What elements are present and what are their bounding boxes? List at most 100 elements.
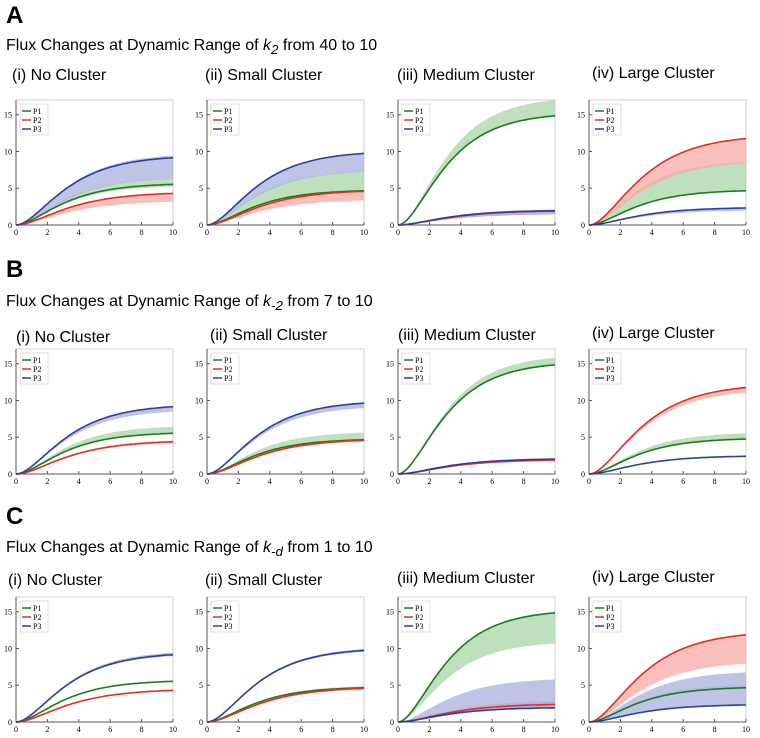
y-tick-label: 0 bbox=[581, 718, 585, 727]
series-line-p2 bbox=[206, 687, 365, 723]
section-letter-b: B bbox=[6, 256, 24, 283]
x-tick-label: 10 bbox=[742, 725, 750, 734]
y-tick-label: 10 bbox=[195, 147, 203, 156]
series-band-p3 bbox=[207, 649, 364, 722]
x-tick-label: 8 bbox=[140, 725, 144, 734]
panel-title-a-2: (ii) Small Cluster bbox=[205, 67, 323, 84]
x-tick-label: 4 bbox=[77, 228, 81, 237]
x-tick-label: 4 bbox=[77, 725, 81, 734]
series-band-p3 bbox=[16, 406, 173, 474]
y-tick-label: 5 bbox=[199, 681, 203, 690]
legend-label-p2: P2 bbox=[224, 365, 232, 374]
legend-box bbox=[210, 352, 240, 385]
y-tick-label: 15 bbox=[195, 111, 203, 120]
series-line-p1 bbox=[206, 687, 364, 723]
section-title-suffix: from 1 to 10 bbox=[282, 539, 373, 556]
x-tick-label: 6 bbox=[299, 725, 303, 734]
x-tick-label: 8 bbox=[713, 228, 717, 237]
legend-label-p3: P3 bbox=[415, 374, 423, 383]
legend-label-p1: P1 bbox=[415, 356, 423, 365]
y-tick-label: 10 bbox=[577, 396, 585, 405]
panel-title-a-4: (iv) Large Cluster bbox=[592, 65, 715, 82]
legend-label-p2: P2 bbox=[33, 365, 41, 374]
x-tick-label: 4 bbox=[268, 725, 272, 734]
legend-label-p2: P2 bbox=[606, 365, 614, 374]
y-tick-label: 5 bbox=[390, 184, 394, 193]
legend-label-p3: P3 bbox=[224, 374, 232, 383]
series-line-p1 bbox=[15, 183, 174, 226]
x-tick-label: 4 bbox=[268, 228, 272, 237]
x-tick-label: 4 bbox=[459, 228, 463, 237]
series-band-p1 bbox=[16, 178, 173, 225]
legend-label-p2: P2 bbox=[33, 116, 41, 125]
y-tick-label: 0 bbox=[8, 470, 12, 479]
panel-title-a-3: (iii) Medium Cluster bbox=[397, 67, 535, 84]
legend-label-p3: P3 bbox=[606, 374, 614, 383]
series-line-p3 bbox=[15, 156, 174, 226]
series-line-p1 bbox=[588, 687, 746, 723]
x-tick-label: 0 bbox=[205, 228, 209, 237]
series-line-p3 bbox=[588, 207, 746, 226]
section-letter-c: C bbox=[6, 503, 24, 530]
section-title-suffix: from 40 to 10 bbox=[278, 37, 378, 54]
y-tick-label: 10 bbox=[4, 396, 12, 405]
x-tick-label: 8 bbox=[522, 477, 526, 486]
x-tick-label: 8 bbox=[331, 725, 335, 734]
x-tick-label: 4 bbox=[459, 725, 463, 734]
series-band-p2 bbox=[16, 193, 173, 225]
x-tick-label: 10 bbox=[551, 477, 559, 486]
x-tick-label: 6 bbox=[681, 477, 685, 486]
section-title-prefix: Flux Changes at Dynamic Range of bbox=[6, 539, 264, 556]
legend-label-p1: P1 bbox=[224, 356, 232, 365]
series-band-p2 bbox=[16, 689, 173, 722]
series-line-p3 bbox=[397, 707, 556, 723]
x-tick-label: 10 bbox=[551, 228, 559, 237]
y-tick-label: 0 bbox=[581, 470, 585, 479]
y-tick-label: 5 bbox=[390, 433, 394, 442]
series-band-p2 bbox=[589, 138, 746, 225]
panel-title-b-1: (i) No Cluster bbox=[16, 329, 111, 346]
y-tick-label: 15 bbox=[195, 608, 203, 617]
x-tick-label: 6 bbox=[108, 228, 112, 237]
y-tick-label: 0 bbox=[581, 221, 585, 230]
x-tick-label: 10 bbox=[169, 228, 177, 237]
x-tick-label: 2 bbox=[45, 228, 49, 237]
series-band-p3 bbox=[16, 652, 173, 722]
x-tick-label: 0 bbox=[396, 725, 400, 734]
x-tick-label: 8 bbox=[713, 725, 717, 734]
x-tick-label: 2 bbox=[427, 477, 431, 486]
panel-title-b-4: (iv) Large Cluster bbox=[592, 325, 715, 342]
series-line-p3 bbox=[15, 653, 174, 723]
param-symbol: k bbox=[263, 539, 272, 556]
x-tick-label: 6 bbox=[490, 725, 494, 734]
x-tick-label: 4 bbox=[77, 477, 81, 486]
series-band-p2 bbox=[207, 686, 364, 722]
x-tick-label: 6 bbox=[681, 725, 685, 734]
x-tick-label: 8 bbox=[140, 228, 144, 237]
y-tick-label: 15 bbox=[577, 360, 585, 369]
y-tick-label: 10 bbox=[577, 147, 585, 156]
legend-label-p2: P2 bbox=[606, 613, 614, 622]
legend-label-p2: P2 bbox=[224, 613, 232, 622]
y-tick-label: 10 bbox=[195, 396, 203, 405]
x-tick-label: 10 bbox=[169, 725, 177, 734]
x-tick-label: 8 bbox=[140, 477, 144, 486]
legend-label-p3: P3 bbox=[33, 125, 41, 134]
series-line-p3 bbox=[588, 455, 746, 475]
x-tick-label: 2 bbox=[236, 725, 240, 734]
legend-label-p1: P1 bbox=[415, 604, 423, 613]
panel-title-a-1: (i) No Cluster bbox=[12, 67, 107, 84]
y-tick-label: 0 bbox=[390, 718, 394, 727]
x-tick-label: 10 bbox=[742, 477, 750, 486]
series-line-p1 bbox=[397, 364, 556, 475]
y-tick-label: 15 bbox=[386, 111, 394, 120]
legend-label-p2: P2 bbox=[606, 116, 614, 125]
x-tick-label: 4 bbox=[650, 725, 654, 734]
section-letter-a: A bbox=[6, 2, 24, 29]
x-tick-label: 6 bbox=[681, 228, 685, 237]
y-tick-label: 15 bbox=[386, 360, 394, 369]
series-line-p2 bbox=[206, 439, 365, 475]
